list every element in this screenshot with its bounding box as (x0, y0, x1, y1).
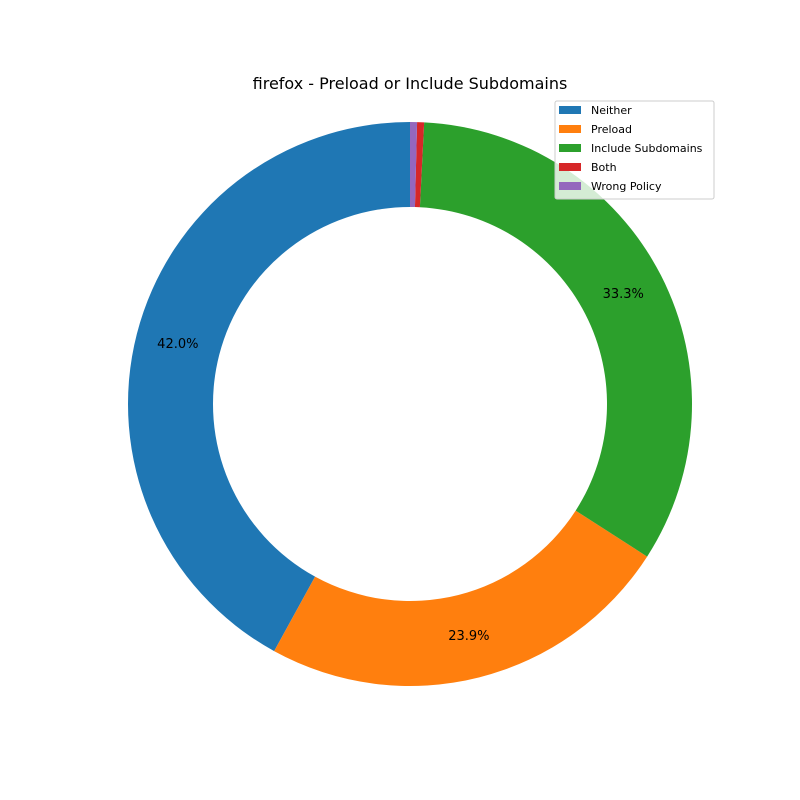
legend-frame (554, 100, 715, 200)
slice-neither (128, 122, 410, 652)
legend-label-wrong-policy: Wrong Policy (591, 180, 662, 193)
pct-label-preload: 23.9% (448, 629, 489, 644)
slice-include-subdomains (419, 122, 692, 557)
pct-label-include-subdomains: 33.3% (603, 287, 644, 302)
legend-label-both: Both (591, 161, 617, 174)
slice-wrong-policy (410, 122, 418, 208)
slice-both (414, 122, 425, 208)
legend-swatch-preload (559, 125, 581, 133)
slice-preload (274, 510, 648, 686)
legend-label-neither: Neither (591, 104, 632, 117)
legend-swatch-both (559, 163, 581, 171)
legend-swatch-include-subdomains (559, 144, 581, 152)
slices-group (128, 122, 692, 686)
legend: Neither Preload Include Subdomains Both Wron… (554, 100, 715, 200)
pct-label-neither: 42.0% (157, 337, 198, 352)
chart-title: firefox - Preload or Include Subdomains (253, 74, 568, 93)
legend-label-preload: Preload (591, 123, 632, 136)
legend-swatch-neither (559, 106, 581, 114)
legend-swatch-wrong-policy (559, 182, 581, 190)
legend-label-include-subdomains: Include Subdomains (591, 142, 703, 155)
pct-labels-group: 42.0% 23.9% 33.3% (157, 287, 644, 644)
